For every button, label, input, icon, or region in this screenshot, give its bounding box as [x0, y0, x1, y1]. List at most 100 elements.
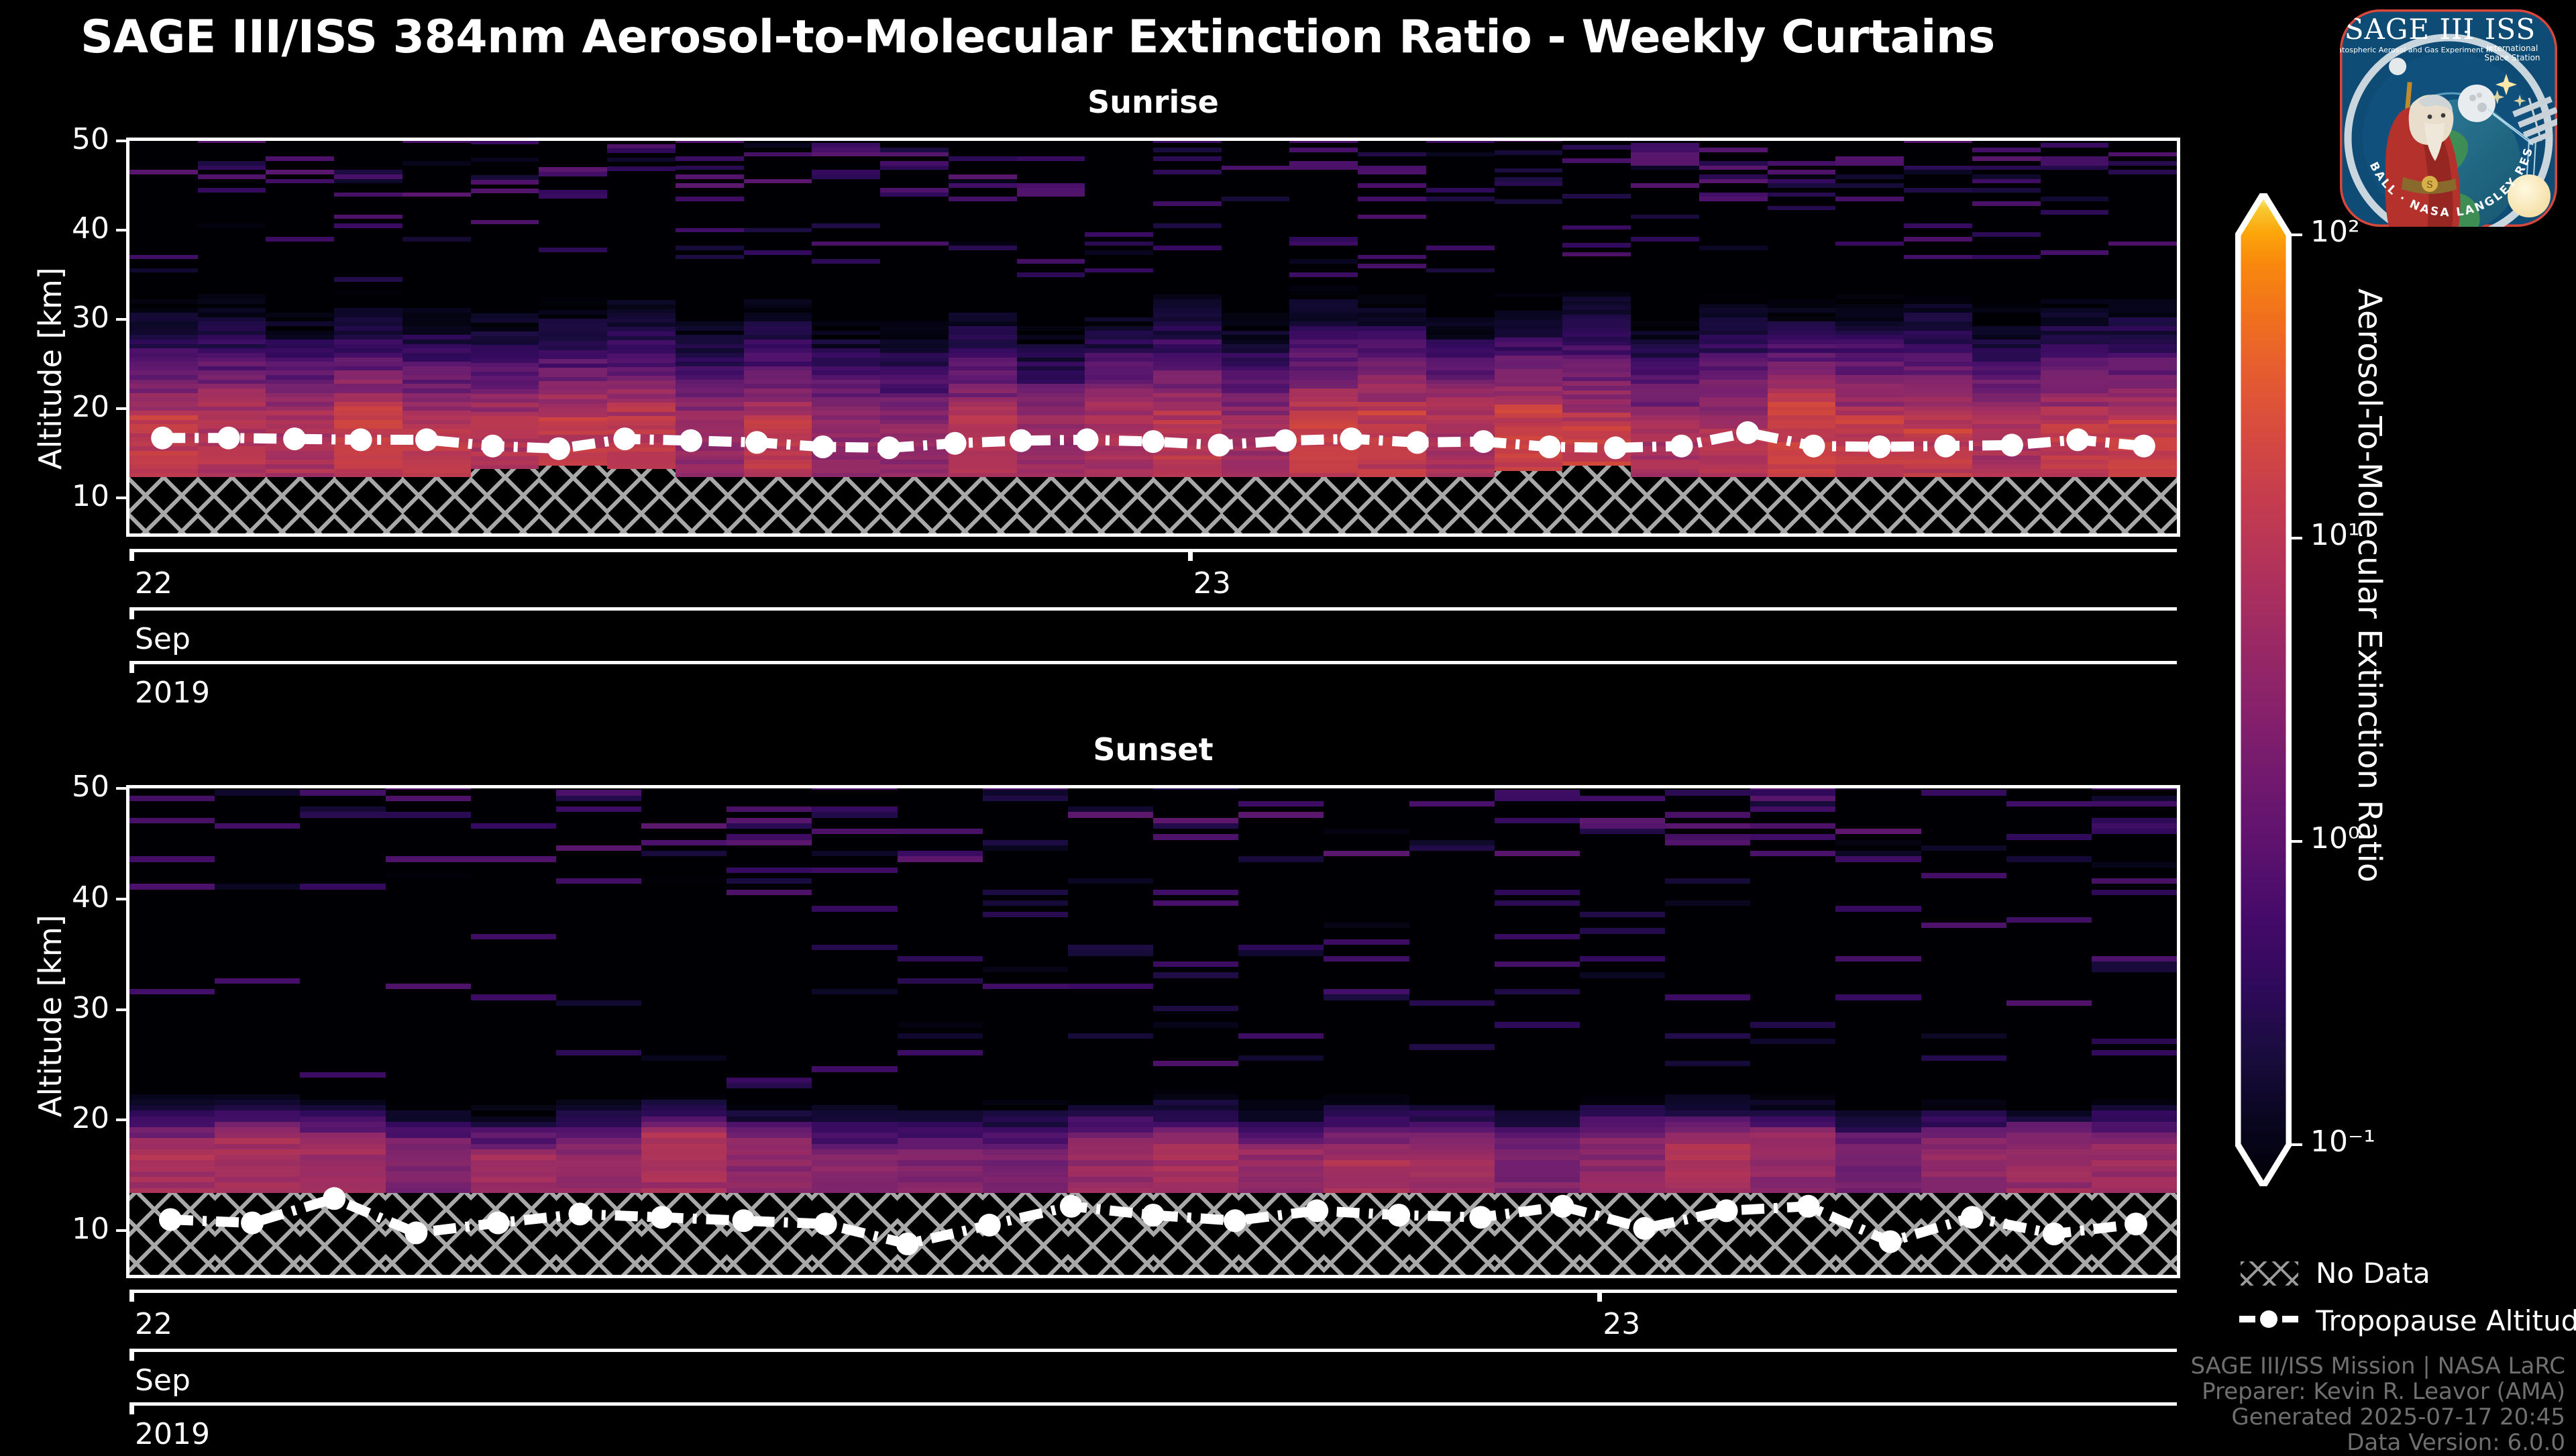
heatmap-cell [607, 201, 676, 207]
heatmap-cell [129, 294, 199, 300]
heatmap-cell [470, 277, 539, 282]
heatmap-cell [948, 245, 1018, 250]
heatmap-cell [129, 290, 199, 295]
heatmap-cell [266, 455, 335, 460]
heatmap-cell [334, 410, 403, 415]
heatmap-cell [539, 376, 608, 382]
heatmap-cell [334, 468, 403, 474]
heatmap-cell [402, 472, 472, 478]
heatmap-cell [948, 366, 1018, 371]
tropopause-marker [1208, 433, 1231, 457]
heatmap-cell [334, 250, 403, 255]
heatmap-cell [743, 231, 812, 238]
heatmap-cell [607, 161, 676, 167]
heatmap-cell [607, 250, 676, 256]
heatmap-cell [948, 209, 1018, 215]
heatmap-cell [129, 419, 199, 425]
heatmap-cell [266, 187, 335, 193]
heatmap-cell [470, 223, 539, 229]
heatmap-cell [948, 231, 1018, 238]
heatmap-cell [880, 428, 949, 433]
sunset-heatmap-plot [129, 788, 2177, 1275]
heatmap-cell [880, 191, 949, 197]
heatmap-cell [129, 183, 199, 188]
heatmap-cell [880, 370, 949, 376]
heatmap-cell [129, 329, 199, 335]
heatmap-cell [675, 218, 745, 224]
heatmap-cell [402, 343, 472, 349]
tropopause-marker [732, 1209, 755, 1233]
heatmap-column [743, 141, 812, 533]
heatmap-cell [129, 334, 199, 340]
heatmap-cell [880, 361, 949, 366]
tropopause-marker [745, 431, 769, 454]
heatmap-cell [402, 258, 472, 264]
heatmap-cell [948, 397, 1018, 403]
figure-title: SAGE III/ISS 384nm Aerosol-to-Molecular … [80, 11, 1995, 64]
heatmap-cell [743, 178, 812, 184]
heatmap-cell [129, 299, 199, 304]
heatmap-cell [334, 290, 403, 295]
heatmap-cell [402, 294, 472, 300]
heatmap-cell [197, 294, 267, 300]
heatmap-cell [266, 392, 335, 398]
heatmap-cell [948, 348, 1018, 353]
month-tick-mark [129, 607, 134, 619]
heatmap-cell [334, 236, 403, 242]
heatmap-cell [539, 162, 608, 168]
heatmap-cell [607, 420, 676, 425]
heatmap-cell [539, 224, 608, 230]
heatmap-cell [743, 468, 812, 474]
tropopause-marker [241, 1211, 264, 1235]
heatmap-cell [812, 410, 881, 415]
heatmap-cell [675, 415, 745, 420]
heatmap-cell [607, 456, 676, 461]
heatmap-cell [266, 321, 335, 326]
heatmap-cell [880, 378, 949, 384]
heatmap-cell [129, 267, 199, 273]
heatmap-cell [948, 370, 1018, 376]
heatmap-cell [402, 263, 472, 268]
heatmap-cell [197, 223, 267, 228]
heatmap-cell [675, 201, 745, 206]
heatmap-cell [402, 223, 472, 228]
heatmap-cell [607, 451, 676, 457]
heatmap-cell [880, 352, 949, 358]
heatmap-cell [880, 388, 949, 393]
heatmap-cell [539, 251, 608, 257]
heatmap-cell [743, 410, 812, 415]
heatmap-cell [470, 460, 539, 466]
heatmap-cell [607, 210, 676, 216]
heatmap-cell [812, 263, 881, 268]
heatmap-cell [197, 183, 267, 188]
heatmap-cell [675, 263, 745, 268]
heatmap-cell [197, 339, 267, 344]
heatmap-cell [129, 141, 199, 144]
heatmap-cell [402, 250, 472, 255]
heatmap-cell [607, 223, 676, 229]
heatmap-cell [197, 472, 267, 478]
heatmap-cell [470, 188, 539, 193]
heatmap-cell [812, 218, 881, 224]
heatmap-cell [470, 371, 539, 376]
heatmap-cell [607, 143, 676, 149]
heatmap-cell [266, 374, 335, 380]
heatmap-cell [129, 397, 199, 403]
heatmap-cell [470, 246, 539, 252]
heatmap-cell [402, 272, 472, 277]
heatmap-cell [743, 142, 812, 148]
heatmap-cell [470, 299, 539, 305]
heatmap-cell [266, 397, 335, 403]
heatmap-cell [607, 393, 676, 399]
heatmap-cell [266, 209, 335, 215]
heatmap-cell [334, 316, 403, 322]
heatmap-cell [607, 317, 676, 323]
heatmap-cell [539, 350, 608, 355]
heatmap-cell [402, 285, 472, 291]
heatmap-cell [266, 423, 335, 429]
heatmap-cell [539, 215, 608, 221]
heatmap-cell [675, 151, 745, 157]
heatmap-cell [675, 258, 745, 264]
heatmap-cell [812, 415, 881, 420]
heatmap-cell [880, 339, 949, 344]
